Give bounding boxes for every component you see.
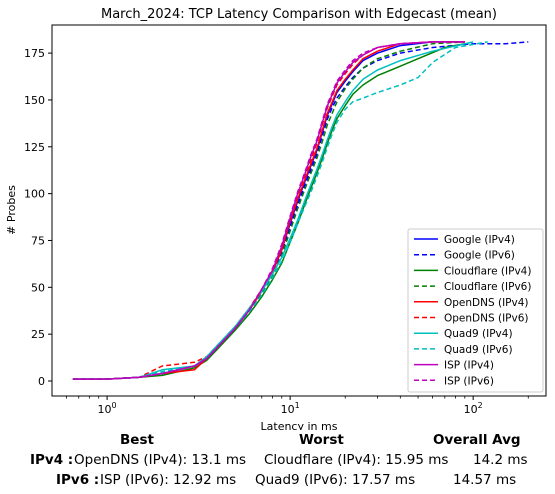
legend-box	[407, 228, 544, 393]
y-tick-label: 125	[24, 141, 45, 154]
series-line-7	[72, 41, 488, 380]
legend-label: ISP (IPv4)	[444, 360, 494, 372]
summary-header-worst: Worst	[299, 432, 344, 448]
legend-label: OpenDNS (IPv4)	[444, 297, 529, 309]
x-tick-label: 102	[464, 401, 483, 416]
series-line-4	[72, 41, 465, 380]
x-tick-label: 101	[281, 401, 300, 416]
series-line-3	[72, 41, 465, 380]
x-tick-label: 100	[98, 401, 117, 416]
summary-row-ipv6-best: ISP (IPv6): 12.92 ms	[100, 472, 237, 488]
summary-row-ipv6-avg: 14.57 ms	[453, 472, 517, 488]
y-tick-label: 50	[31, 281, 45, 294]
series-line-9	[72, 41, 465, 380]
summary-header-best: Best	[120, 432, 154, 448]
legend-label: Quad9 (IPv6)	[444, 344, 513, 356]
series-line-5	[72, 41, 465, 380]
y-tick-label: 150	[24, 94, 45, 107]
legend-label: Cloudflare (IPv6)	[444, 281, 531, 293]
y-tick-label: 25	[31, 328, 45, 341]
summary-row-ipv4-best: OpenDNS (IPv4): 13.1 ms	[74, 452, 247, 468]
series-lines	[72, 41, 529, 380]
legend-label: Cloudflare (IPv4)	[444, 265, 531, 277]
summary-row-ipv4-avg: 14.2 ms	[473, 452, 528, 468]
y-axis-label: # Probes	[5, 185, 18, 235]
legend-label: Quad9 (IPv4)	[444, 328, 513, 340]
series-line-2	[72, 42, 465, 380]
y-tick-label: 75	[31, 234, 45, 247]
x-axis-label: Latency in ms	[261, 420, 338, 430]
legend-label: Google (IPv6)	[444, 250, 515, 262]
y-tick-label: 100	[24, 188, 45, 201]
legend-label: Google (IPv4)	[444, 234, 515, 246]
y-tick-label: 0	[38, 375, 45, 388]
series-line-1	[72, 41, 529, 380]
legend-label: OpenDNS (IPv6)	[444, 313, 529, 325]
summary-row-ipv4-worst: Cloudflare (IPv4): 15.95 ms	[264, 452, 449, 468]
y-tick-label: 175	[24, 47, 45, 60]
series-line-0	[72, 41, 465, 380]
chart-title: March_2024: TCP Latency Comparison with …	[101, 7, 497, 22]
series-line-8	[72, 41, 465, 380]
summary-row-ipv6-worst: Quad9 (IPv6): 17.57 ms	[255, 472, 416, 488]
axes: 100 101 102 0 25 50 75 100 125 150 175	[24, 24, 547, 416]
summary-header-avg: Overall Avg	[433, 432, 521, 448]
latency-chart: March_2024: TCP Latency Comparison with …	[5, 7, 547, 430]
series-line-6	[72, 41, 474, 380]
summary-row-ipv6-label: IPv6 :	[56, 472, 100, 488]
legend: Google (IPv4) Google (IPv6) Cloudflare (IP…	[407, 228, 544, 393]
summary-row-ipv4-label: IPv4 :	[30, 452, 74, 468]
plot-frame	[51, 24, 547, 397]
legend-label: ISP (IPv6)	[444, 375, 494, 387]
